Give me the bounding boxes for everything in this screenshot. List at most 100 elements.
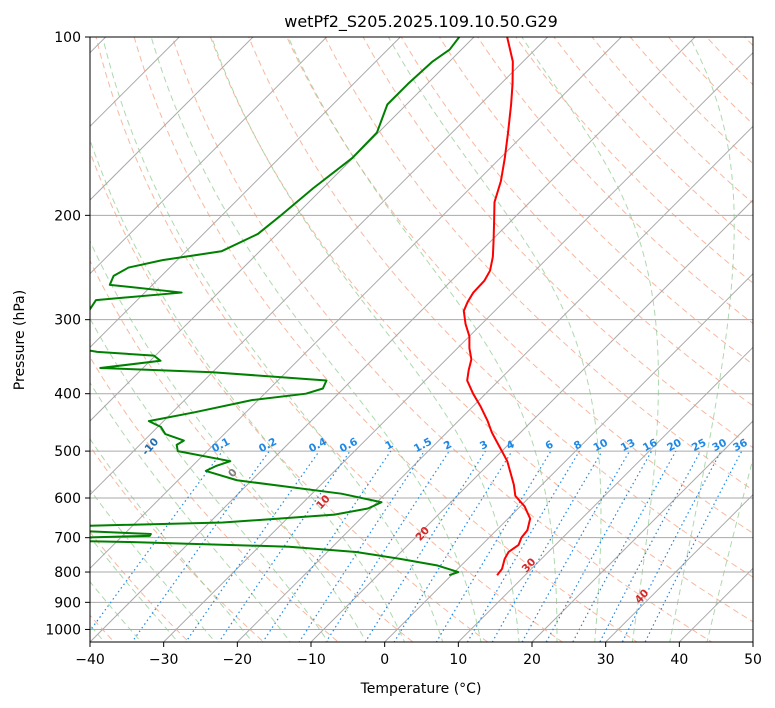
plot-frame <box>89 36 754 643</box>
dry-adiabat-label: -20 <box>59 404 81 426</box>
dry-adiabat-label: 40 <box>633 587 652 606</box>
dry-adiabat-line <box>553 37 753 244</box>
y-tick-label: 500 <box>54 444 81 460</box>
y-tick-label: 300 <box>54 313 81 329</box>
isotherm-line <box>605 493 753 642</box>
dry-adiabat-line <box>90 356 339 642</box>
y-tick-label: 900 <box>54 595 81 611</box>
moist-adiabat-line <box>90 381 291 642</box>
dry-adiabat-line <box>90 150 489 642</box>
mixing-ratio-line <box>262 450 392 642</box>
isotherm-line <box>90 37 328 275</box>
mixing-ratio-label: 6 <box>543 438 555 452</box>
dry-adiabat-line <box>90 259 414 642</box>
isotherm-line <box>90 37 254 201</box>
moist-adiabat-line <box>287 37 558 642</box>
moist-adiabat-line <box>211 37 520 642</box>
moist-adiabat-line <box>90 317 329 642</box>
mixing-ratio-line <box>621 450 722 642</box>
dry-adiabat-line <box>629 37 753 165</box>
mixing-ratio-label: 8 <box>572 438 584 452</box>
mixing-ratio-label: 3 <box>478 438 490 452</box>
dry-adiabat-line <box>209 37 753 623</box>
x-tick-label: 30 <box>597 652 615 668</box>
dry-adiabat-line <box>744 37 753 47</box>
x-tick-label: −20 <box>223 652 253 668</box>
dry-adiabat-line <box>667 37 753 125</box>
mixing-ratio-label: 0.6 <box>338 436 360 455</box>
mixing-ratio-label: 1.5 <box>412 436 434 455</box>
moist-adiabat-line <box>90 239 367 642</box>
mixing-ratio-line <box>572 450 677 642</box>
isotherms <box>90 37 753 642</box>
mixing-ratio-line <box>521 450 631 642</box>
temperature-profile-line <box>462 37 532 576</box>
isotherm-line <box>90 37 696 642</box>
moist-adiabat-line <box>103 41 444 642</box>
moist-adiabat-line <box>90 536 179 642</box>
isotherm-line <box>531 420 753 642</box>
mixing-ratio-line <box>466 450 580 642</box>
isobars <box>90 37 753 630</box>
dry-adiabat-line <box>171 37 713 642</box>
moist-adiabat-line <box>521 37 659 642</box>
plot-area: 0.10.20.40.611.52346810131620253036-100-… <box>59 24 775 654</box>
moist-adiabat-line <box>150 37 482 642</box>
dry-adiabat-line <box>591 37 753 204</box>
y-axis-label: Pressure (hPa) <box>12 290 28 390</box>
moist-adiabat-line <box>90 488 216 642</box>
mixing-ratio-line <box>90 450 223 632</box>
x-tick-label: 0 <box>380 652 389 668</box>
isotherm-line <box>384 272 753 642</box>
isotherm-line <box>90 37 622 570</box>
mixing-ratio-label: 4 <box>505 438 517 452</box>
dry-adiabat-line <box>248 37 753 578</box>
moist-adiabat-line <box>706 456 753 642</box>
moist-adiabat-line <box>387 37 602 642</box>
dry-adiabat-line <box>95 37 564 642</box>
mixing-ratio-label: 1 <box>383 438 395 452</box>
dry-adiabat-label: 20 <box>413 525 432 544</box>
x-tick-label: 50 <box>744 652 762 668</box>
isotherm-line <box>236 125 753 642</box>
dry-adiabat-line <box>400 37 753 407</box>
dry-adiabat-line <box>705 37 753 86</box>
data-series <box>90 37 532 577</box>
background-line-labels: 0.10.20.40.611.52346810131620253036-100-… <box>59 404 750 606</box>
y-tick-label: 1000 <box>45 622 81 638</box>
y-tick-label: 100 <box>54 30 81 46</box>
dry-adiabat-label: -10 <box>140 436 162 458</box>
x-tick-label: 10 <box>449 652 467 668</box>
x-tick-label: −30 <box>149 652 179 668</box>
dry-adiabat-line <box>133 37 638 642</box>
dry-adiabat-line <box>438 37 753 366</box>
isotherm-line <box>163 51 753 642</box>
x-axis-label: Temperature (°C) <box>360 681 482 697</box>
x-tick-label: 40 <box>670 652 688 668</box>
dry-adiabat-line <box>476 37 753 325</box>
mixing-ratio-lines <box>90 450 743 642</box>
axes: −40 −30 −20 −10 0 10 20 30 40 5010020030040050060… <box>45 30 762 668</box>
isotherm-line <box>457 346 753 642</box>
mixing-ratio-line <box>185 450 320 642</box>
dry-adiabat-line <box>515 37 753 284</box>
mixing-ratio-label: 0.1 <box>210 436 232 455</box>
isotherm-line <box>752 641 753 642</box>
y-tick-label: 800 <box>54 565 81 581</box>
y-tick-label: 700 <box>54 531 81 547</box>
dry-adiabats <box>90 24 775 654</box>
mixing-ratio-line <box>644 450 743 642</box>
isotherm-line <box>310 199 753 642</box>
mixing-ratio-label: 2 <box>442 438 454 452</box>
y-tick-label: 200 <box>54 208 81 224</box>
mixing-ratio-line <box>393 450 513 642</box>
dry-adiabat-line <box>90 531 190 642</box>
moist-adiabat-line <box>90 438 254 642</box>
isotherm-line <box>90 37 401 349</box>
moist-adiabat-line <box>669 37 735 642</box>
x-tick-label: −10 <box>296 652 326 668</box>
mixing-ratio-line <box>435 450 552 642</box>
isotherm-line <box>90 37 549 496</box>
dry-adiabat-line <box>770 24 775 654</box>
